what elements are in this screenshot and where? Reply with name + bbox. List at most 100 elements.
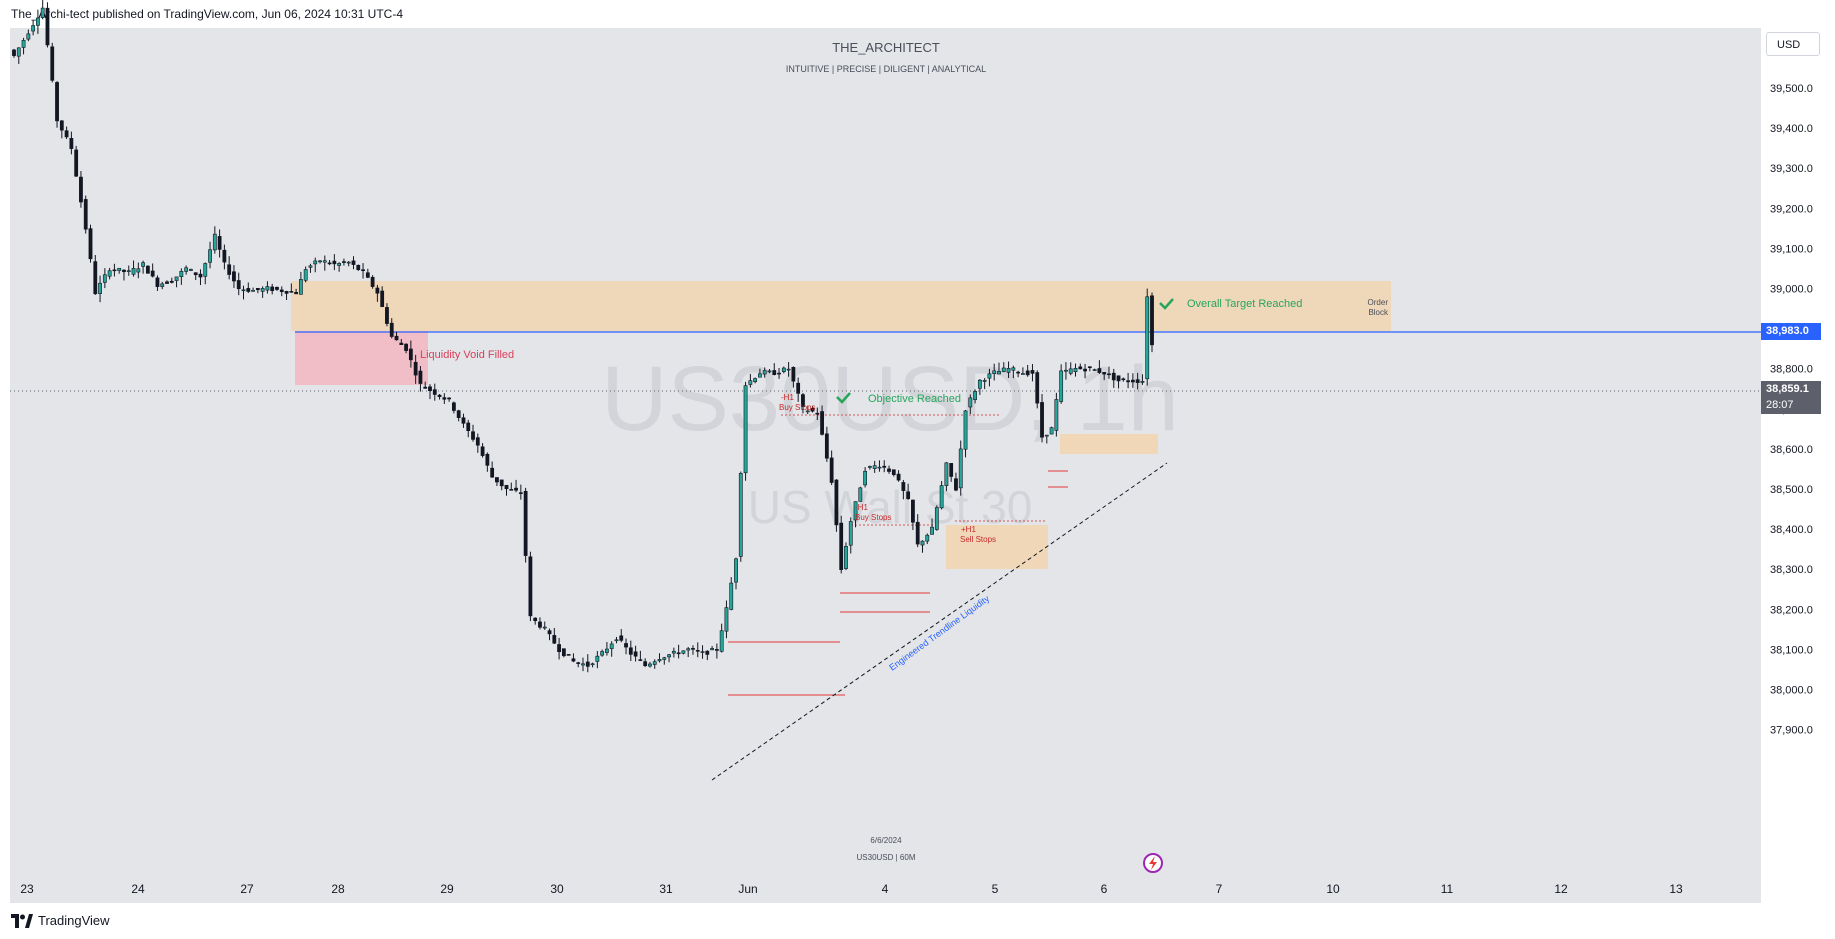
candle-body[interactable] xyxy=(174,276,179,281)
candle-body[interactable] xyxy=(55,82,59,122)
candle-body[interactable] xyxy=(389,322,394,337)
candle-body[interactable] xyxy=(518,492,523,494)
candle-body[interactable] xyxy=(1102,372,1107,375)
candle-body[interactable] xyxy=(346,261,351,264)
candle-body[interactable] xyxy=(480,446,485,456)
candle-body[interactable] xyxy=(260,288,265,292)
candle-body[interactable] xyxy=(671,650,676,654)
candle-body[interactable] xyxy=(361,269,365,272)
candle-body[interactable] xyxy=(977,379,982,389)
candle-body[interactable] xyxy=(958,448,963,489)
candle-body[interactable] xyxy=(1140,380,1145,383)
candle-body[interactable] xyxy=(246,288,251,292)
candle-body[interactable] xyxy=(638,659,643,661)
candle-body[interactable] xyxy=(997,371,1001,375)
candle-body[interactable] xyxy=(848,521,853,546)
candle-body[interactable] xyxy=(1097,368,1102,373)
candle-body[interactable] xyxy=(451,402,456,411)
candle-body[interactable] xyxy=(126,270,131,272)
time-axis[interactable] xyxy=(10,877,1761,903)
candle-body[interactable] xyxy=(538,621,542,628)
candle-body[interactable] xyxy=(308,265,313,268)
candle-body[interactable] xyxy=(743,385,748,474)
candle-body[interactable] xyxy=(753,378,758,383)
candle-body[interactable] xyxy=(504,484,509,490)
candle-body[interactable] xyxy=(1030,370,1035,374)
candle-body[interactable] xyxy=(394,335,399,341)
candle-body[interactable] xyxy=(968,397,973,408)
candle-body[interactable] xyxy=(122,269,126,273)
candle-body[interactable] xyxy=(705,650,710,655)
candle-body[interactable] xyxy=(1068,368,1073,374)
candle-body[interactable] xyxy=(1064,369,1068,372)
candle-body[interactable] xyxy=(585,661,590,667)
candle-body[interactable] xyxy=(987,373,992,379)
candle-body[interactable] xyxy=(772,370,777,376)
candle-body[interactable] xyxy=(777,372,781,375)
small-order-block-1[interactable] xyxy=(1060,434,1158,454)
candle-body[interactable] xyxy=(289,291,294,293)
candle-body[interactable] xyxy=(418,370,423,384)
candle-body[interactable] xyxy=(714,649,719,651)
candle-body[interactable] xyxy=(810,408,815,412)
candle-body[interactable] xyxy=(432,389,437,395)
candle-body[interactable] xyxy=(700,651,705,653)
candle-body[interactable] xyxy=(413,361,418,376)
candle-body[interactable] xyxy=(327,262,332,265)
candle-body[interactable] xyxy=(552,635,557,644)
candle-body[interactable] xyxy=(762,370,767,375)
candle-body[interactable] xyxy=(179,271,184,278)
candle-body[interactable] xyxy=(351,260,356,265)
candle-body[interactable] xyxy=(318,260,322,263)
candle-body[interactable] xyxy=(1011,367,1016,371)
candle-body[interactable] xyxy=(949,463,954,477)
candle-body[interactable] xyxy=(1107,373,1111,376)
candle-body[interactable] xyxy=(69,137,74,149)
candle-body[interactable] xyxy=(270,286,275,292)
candle-body[interactable] xyxy=(370,276,375,287)
candle-body[interactable] xyxy=(590,663,595,666)
candle-body[interactable] xyxy=(160,283,165,287)
candle-body[interactable] xyxy=(891,469,896,475)
candle-body[interactable] xyxy=(648,663,652,667)
candle-body[interactable] xyxy=(954,478,958,491)
candle-body[interactable] xyxy=(571,658,576,662)
candle-body[interactable] xyxy=(74,149,79,177)
candle-body[interactable] xyxy=(1126,380,1130,383)
candle-body[interactable] xyxy=(738,473,743,557)
candle-body[interactable] xyxy=(628,647,633,655)
candle-body[interactable] xyxy=(222,249,227,263)
candle-body[interactable] xyxy=(442,397,447,400)
candle-body[interactable] xyxy=(944,462,949,486)
candle-body[interactable] xyxy=(547,630,552,635)
candle-body[interactable] xyxy=(193,272,198,276)
candle-body[interactable] xyxy=(294,291,299,295)
candle-body[interactable] xyxy=(303,269,308,281)
candle-body[interactable] xyxy=(1006,368,1011,373)
candle-body[interactable] xyxy=(906,491,911,500)
candle-body[interactable] xyxy=(796,382,801,394)
candle-body[interactable] xyxy=(322,260,327,263)
candle-body[interactable] xyxy=(31,25,36,32)
candle-body[interactable] xyxy=(686,648,691,651)
candle-body[interactable] xyxy=(217,236,222,250)
candle-body[interactable] xyxy=(1035,372,1040,404)
candle-body[interactable] xyxy=(600,651,605,656)
candle-body[interactable] xyxy=(399,342,404,346)
candle-body[interactable] xyxy=(729,582,734,610)
candle-body[interactable] xyxy=(724,607,729,632)
candle-body[interactable] xyxy=(915,521,920,545)
candle-body[interactable] xyxy=(428,386,432,392)
candle-body[interactable] xyxy=(1135,379,1140,383)
candle-body[interactable] xyxy=(112,269,117,272)
candle-body[interactable] xyxy=(131,268,136,275)
candle-body[interactable] xyxy=(475,437,480,446)
candle-body[interactable] xyxy=(1092,369,1097,371)
candle-body[interactable] xyxy=(227,264,232,275)
candle-body[interactable] xyxy=(12,49,16,56)
candle-body[interactable] xyxy=(461,417,466,424)
candle-body[interactable] xyxy=(901,482,906,491)
candle-body[interactable] xyxy=(595,655,600,662)
candle-body[interactable] xyxy=(423,386,428,389)
candle-body[interactable] xyxy=(385,307,389,324)
